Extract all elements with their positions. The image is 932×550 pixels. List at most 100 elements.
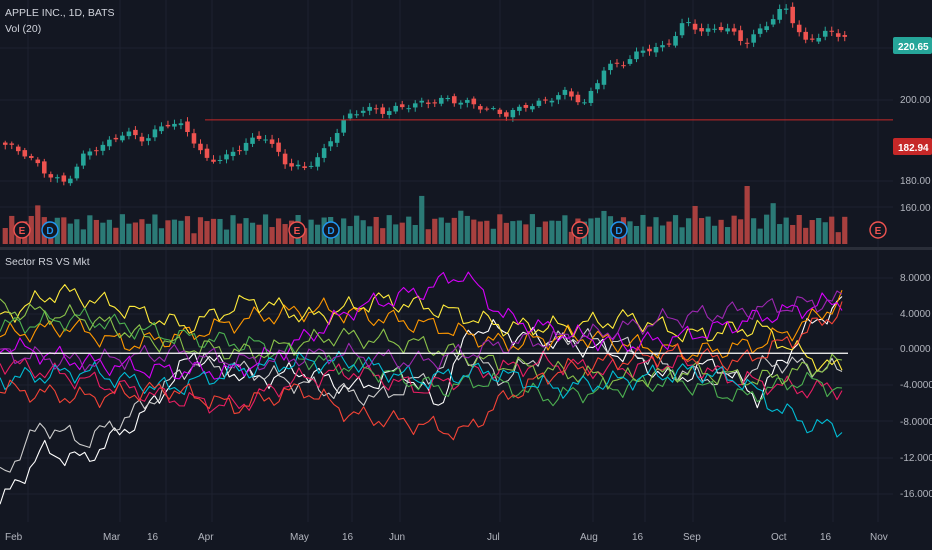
candle-body [328,141,333,147]
candle-body [321,148,327,158]
volume-bar [165,220,171,244]
candle-body [699,28,704,32]
volume-bar [432,218,438,244]
rs-series-line [0,328,843,473]
candle-body [354,114,359,116]
candle-body [269,139,275,144]
candle-body [679,23,685,36]
volume-bar [406,216,412,244]
volume-bar [809,220,815,244]
volume-bar [568,231,575,244]
candle-body [308,165,314,167]
candle-body [211,159,216,162]
candle-body [640,50,646,53]
dividend-marker-label: D [615,226,622,237]
volume-bar [152,214,158,244]
candle-body [822,30,828,37]
candle-body [15,146,21,152]
rs-series-line [0,289,843,361]
rs-series-line [0,296,843,505]
volume-bar [419,195,425,244]
volume-bar [601,210,607,244]
candle-body [172,123,177,127]
volume-bar [367,226,373,244]
dividend-marker [322,221,340,239]
candle-body [491,108,496,110]
volume-bar [764,214,770,244]
volume-bar [711,225,718,244]
time-axis[interactable]: Feb Mar 16 Apr May 16 Jun Jul Aug 16 Sep… [5,532,888,543]
candle-body [406,108,412,110]
candle-body [334,133,340,143]
candle-body [360,110,366,113]
volume-bar [679,227,685,244]
last-price-tag-label: 220.65 [898,42,929,53]
hline-price-tag [893,138,932,155]
candle-body [217,160,223,162]
volume-bar [731,215,737,244]
time-tick-label: Sep [683,532,701,543]
volume-bar [178,220,184,244]
volume-bar [477,221,483,244]
indicator-axis[interactable]: 8.0000 4.0000 0.0000 -4.0000 -8.0000 -12… [900,273,932,500]
time-tick-label: Jun [389,532,405,543]
indicator-tick-label: -12.0000 [900,453,932,464]
volume-bar [438,217,444,244]
volume-bar [751,218,757,244]
volume-bar [360,220,366,244]
price-tick-label: 200.00 [900,95,931,106]
candle-body [803,31,808,40]
candle-body [230,151,236,157]
candle-body [425,102,431,104]
volume-bar [269,227,275,244]
candle-body [829,30,835,32]
volume-bar [497,214,503,244]
volume-bar [341,218,347,244]
candle-body [517,106,522,111]
candle-body [204,148,210,158]
volume-bar [659,225,666,244]
candle-body [705,28,711,32]
candle-body [289,163,294,167]
rs-series-line [0,307,843,407]
volume-bar [510,221,516,244]
candle-body [191,133,197,144]
volume-bar [347,226,353,244]
volume-bar [503,222,509,244]
volume-bar [171,219,178,244]
candle-body [835,33,841,37]
price-legend-title[interactable]: APPLE INC., 1D, BATS [5,7,115,19]
indicator-legend-title[interactable]: Sector RS VS Mkt [5,256,90,268]
candle-body [660,45,665,48]
volume-bar [106,219,112,244]
candle-body [380,107,385,114]
sector-rs-lines [0,271,843,505]
candle-body [185,121,190,133]
volume-bar [61,217,67,244]
candle-body [367,106,372,111]
volume-bar [302,228,308,244]
indicator-panel[interactable] [0,271,848,505]
candle-body [107,139,112,147]
candle-body [315,157,320,167]
candle-body [764,26,769,31]
indicator-tick-label: -8.0000 [900,417,932,428]
price-tick-label: 160.00 [900,203,931,214]
volume-bar [816,218,822,244]
candle-body [647,48,652,52]
candle-body [601,70,607,85]
volume-bar [2,228,8,244]
price-axis[interactable]: 200.00 180.00 160.00 220.65 182.94 [893,37,932,214]
panel-divider[interactable] [0,247,932,250]
time-tick-label: Nov [870,532,888,543]
candle-body [543,99,548,101]
candle-body [777,9,782,20]
candle-body [556,95,561,100]
volume-bar [790,224,796,244]
candle-body [146,138,151,141]
volume-bar [210,218,217,244]
candle-body [686,22,691,24]
volume-legend-label[interactable]: Vol (20) [5,23,41,35]
